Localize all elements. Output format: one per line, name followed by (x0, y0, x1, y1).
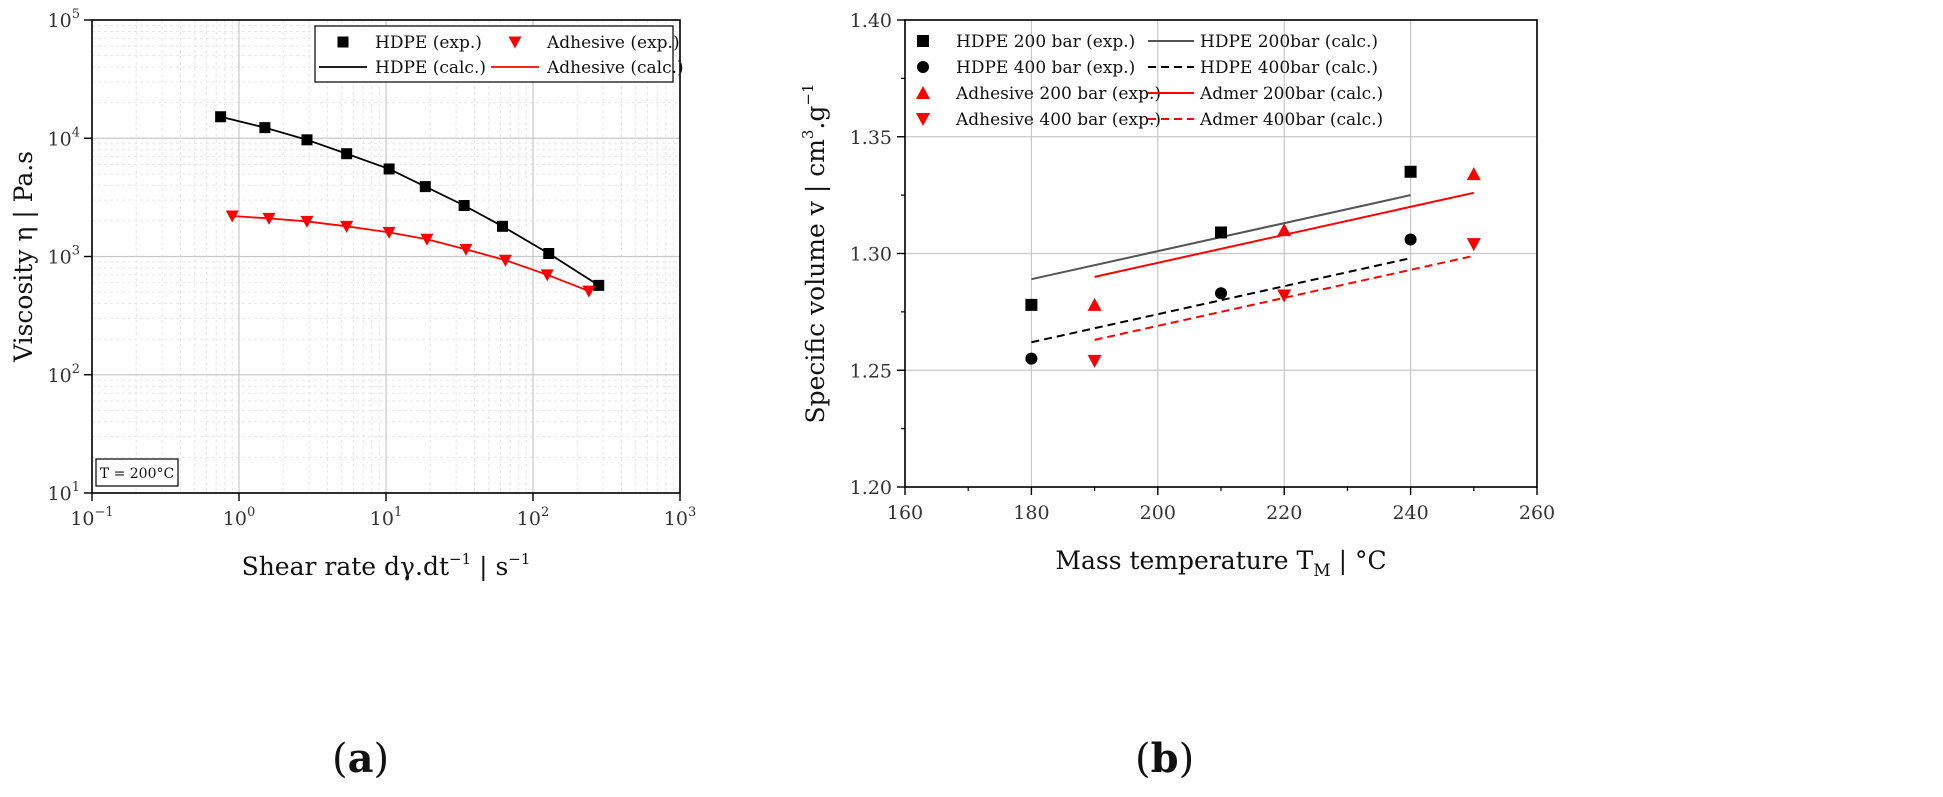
series-line-5 (1031, 257, 1411, 344)
panel-label-b: (b) (1135, 735, 1195, 782)
legend-label-5: HDPE 400bar (calc.) (1200, 58, 1378, 78)
y-tick-label: 1.30 (850, 244, 892, 266)
data-point-s1-6 (459, 243, 473, 256)
data-point-s0-6 (458, 199, 470, 211)
data-point-s3-1 (1277, 289, 1292, 303)
data-point-s0-2 (301, 134, 313, 146)
x-tick-label: 10−1 (70, 505, 113, 530)
data-point-s0-5 (419, 181, 431, 193)
x-tick-label: 103 (664, 505, 696, 530)
annotation-box (95, 458, 179, 487)
x-tick-label: 200 (1140, 502, 1176, 524)
legend-label-7: Admer 400bar (calc.) (1199, 110, 1383, 130)
x-tick-label: 260 (1519, 502, 1555, 524)
data-point-s0-1 (259, 122, 271, 134)
data-point-s3-0 (1087, 354, 1102, 368)
data-point-s0-4 (383, 163, 395, 175)
legend-label-4: HDPE 200bar (calc.) (1200, 32, 1378, 52)
panel-label-a: (a) (332, 735, 390, 782)
data-point-s3-2 (1466, 238, 1481, 252)
x-tick-label: 101 (370, 505, 402, 530)
y-tick-label: 105 (48, 7, 80, 32)
data-point-s1-1 (1215, 287, 1227, 300)
y-tick-label: 1.20 (850, 477, 892, 499)
legend-marker-3 (916, 113, 930, 126)
legend-label-3: Adhesive (calc.) (546, 58, 684, 78)
legend-label-2: HDPE (calc.) (375, 58, 486, 78)
data-point-s0-1 (1215, 226, 1227, 239)
data-point-s0-7 (496, 220, 508, 232)
x-tick-label: 100 (223, 505, 255, 530)
legend-marker-0 (917, 35, 929, 47)
data-point-s1-1 (262, 212, 276, 225)
x-axis-title-b: Mass temperature TM | °C (1055, 546, 1386, 581)
data-point-s2-2 (1466, 167, 1481, 181)
x-tick-label: 102 (517, 505, 549, 530)
y-tick-label: 1.35 (850, 127, 892, 149)
data-point-s1-0 (1025, 352, 1038, 365)
y-tick-label: 101 (48, 480, 80, 505)
y-axis-title-a: Viscosity η | Pa.s (9, 151, 39, 363)
x-tick-label: 220 (1266, 502, 1302, 524)
data-point-s1-7 (498, 254, 512, 267)
legend-marker-0 (337, 36, 349, 48)
data-point-s1-5 (420, 233, 434, 246)
y-tick-label: 1.40 (850, 10, 892, 32)
x-axis-title-a: Shear rate dγ.dt−1 | s−1 (242, 550, 531, 582)
x-tick-label: 240 (1392, 502, 1428, 524)
data-point-s1-3 (340, 220, 354, 233)
legend-label-6: Admer 200bar (calc.) (1199, 84, 1383, 104)
data-point-s1-2 (1404, 233, 1417, 246)
data-point-s0-9 (593, 279, 605, 291)
data-point-s0-0 (1025, 298, 1038, 311)
y-tick-label: 104 (48, 125, 80, 150)
series-line-3 (232, 215, 590, 292)
legend-label-1: HDPE 400 bar (exp.) (956, 58, 1135, 78)
y-tick-label: 1.25 (850, 360, 892, 382)
data-point-s2-1 (1277, 223, 1292, 237)
data-point-s1-4 (382, 226, 396, 239)
data-point-s1-0 (225, 210, 239, 223)
data-point-s0-3 (341, 148, 353, 160)
legend-label-0: HDPE (exp.) (375, 33, 482, 53)
y-axis-title-b: Specific volume v | cm3.g−1 (799, 83, 831, 423)
y-tick-label: 102 (48, 362, 80, 387)
data-point-s0-8 (543, 248, 555, 260)
annotation-temperature: T = 200°C (100, 466, 174, 482)
data-point-s1-2 (300, 215, 314, 228)
y-tick-label: 103 (48, 244, 80, 269)
legend-box-a (314, 25, 674, 83)
legend-marker-2 (916, 86, 930, 99)
data-point-s1-8 (540, 269, 554, 282)
legend-marker-1 (917, 61, 929, 73)
data-point-s2-0 (1087, 297, 1102, 311)
data-point-s0-2 (1404, 165, 1417, 178)
legend-marker-1 (508, 36, 522, 49)
data-point-s1-9 (582, 285, 596, 298)
legend-label-3: Adhesive 400 bar (exp.) (955, 110, 1161, 130)
series-line-2 (220, 115, 600, 287)
legend-label-2: Adhesive 200 bar (exp.) (955, 84, 1161, 104)
legend-label-1: Adhesive (exp.) (546, 33, 680, 53)
data-point-s0-0 (215, 111, 227, 123)
x-tick-label: 180 (1013, 502, 1049, 524)
legend-label-0: HDPE 200 bar (exp.) (956, 32, 1135, 52)
x-tick-label: 160 (887, 502, 923, 524)
